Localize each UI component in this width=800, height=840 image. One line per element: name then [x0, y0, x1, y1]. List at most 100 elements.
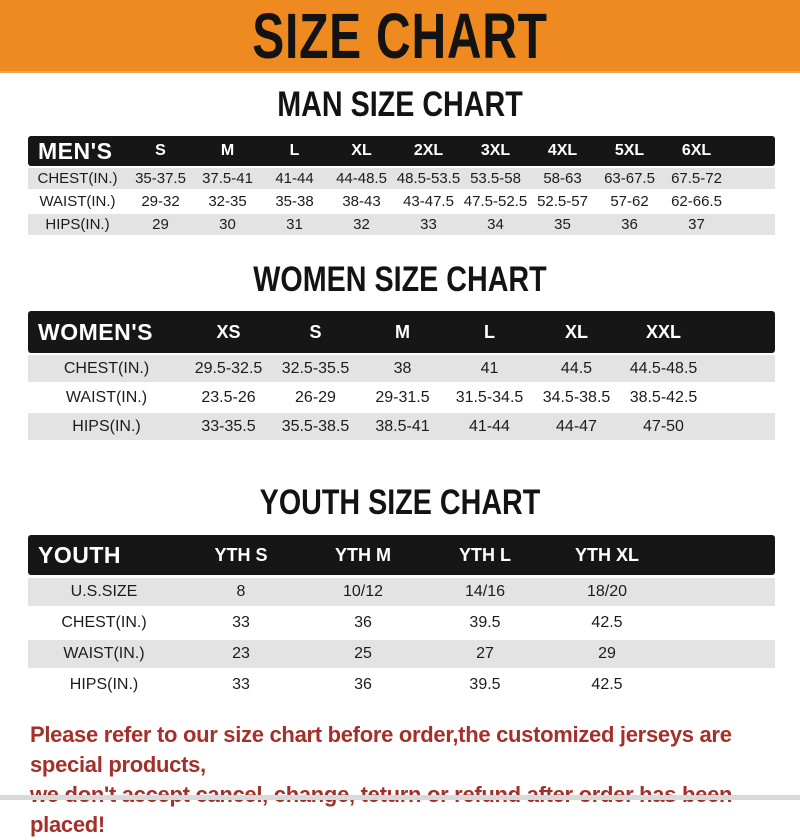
value-cell: 29	[546, 640, 668, 668]
women-heading: WOMEN SIZE CHART	[253, 260, 547, 299]
value-cell: 52.5-57	[529, 191, 596, 212]
row-filler	[668, 671, 775, 699]
value-cell: 33	[180, 671, 302, 699]
row-filler	[668, 578, 775, 606]
size-column-header: M	[194, 136, 261, 166]
value-cell: 67.5-72	[663, 168, 730, 189]
value-cell: 35-38	[261, 191, 328, 212]
value-cell: 25	[302, 640, 424, 668]
value-cell: 62-66.5	[663, 191, 730, 212]
row-filler	[668, 609, 775, 637]
value-cell: 39.5	[424, 671, 546, 699]
value-cell: 27	[424, 640, 546, 668]
row-label: WAIST(IN.)	[28, 384, 185, 411]
size-column-header: XS	[185, 311, 272, 353]
value-cell: 43-47.5	[395, 191, 462, 212]
value-cell: 29-32	[127, 191, 194, 212]
value-cell: 30	[194, 214, 261, 235]
table-row: WAIST(IN.) 23 25 27 29	[28, 640, 775, 668]
value-cell: 38	[359, 355, 446, 382]
value-cell: 23	[180, 640, 302, 668]
value-cell: 29.5-32.5	[185, 355, 272, 382]
size-column-header: 3XL	[462, 136, 529, 166]
value-cell: 44-48.5	[328, 168, 395, 189]
value-cell: 41	[446, 355, 533, 382]
size-column-header: YTH S	[180, 535, 302, 575]
women-corner-label: WOMEN'S	[28, 311, 185, 353]
youth-heading: YOUTH SIZE CHART	[259, 483, 541, 522]
value-cell: 58-63	[529, 168, 596, 189]
value-cell: 33	[395, 214, 462, 235]
value-cell: 37.5-41	[194, 168, 261, 189]
value-cell: 35-37.5	[127, 168, 194, 189]
value-cell: 32-35	[194, 191, 261, 212]
size-column-header: YTH XL	[546, 535, 668, 575]
footer-line-1: Please refer to our size chart before or…	[30, 722, 732, 777]
women-header-row: WOMEN'S XS S M L XL XXL	[28, 311, 775, 353]
value-cell: 47.5-52.5	[462, 191, 529, 212]
section-women: WOMEN SIZE CHART WOMEN'S XS S M L XL XXL CHEST(I…	[0, 260, 800, 442]
row-label: WAIST(IN.)	[28, 191, 127, 212]
value-cell: 32	[328, 214, 395, 235]
value-cell: 36	[596, 214, 663, 235]
value-cell: 35.5-38.5	[272, 413, 359, 440]
bottom-strip	[0, 795, 800, 800]
value-cell: 34.5-38.5	[533, 384, 620, 411]
size-column-header: 6XL	[663, 136, 730, 166]
value-cell: 63-67.5	[596, 168, 663, 189]
value-cell: 33-35.5	[185, 413, 272, 440]
value-cell: 37	[663, 214, 730, 235]
value-cell: 29	[127, 214, 194, 235]
footer-disclaimer: Please refer to our size chart before or…	[30, 720, 800, 840]
row-filler	[707, 413, 775, 440]
table-row: CHEST(IN.) 29.5-32.5 32.5-35.5 38 41 44.5 44.5…	[28, 355, 775, 382]
youth-corner-label: YOUTH	[28, 535, 180, 575]
value-cell: 18/20	[546, 578, 668, 606]
table-row: U.S.SIZE 8 10/12 14/16 18/20	[28, 578, 775, 606]
size-column-header: 5XL	[596, 136, 663, 166]
row-label: HIPS(IN.)	[28, 214, 127, 235]
value-cell: 44.5	[533, 355, 620, 382]
size-column-header: L	[261, 136, 328, 166]
row-label: HIPS(IN.)	[28, 413, 185, 440]
value-cell: 35	[529, 214, 596, 235]
banner-title: SIZE CHART	[252, 0, 548, 72]
size-column-header: 4XL	[529, 136, 596, 166]
row-label: U.S.SIZE	[28, 578, 180, 606]
value-cell: 34	[462, 214, 529, 235]
size-column-header: XXL	[620, 311, 707, 353]
row-filler	[730, 214, 775, 235]
value-cell: 29-31.5	[359, 384, 446, 411]
value-cell: 32.5-35.5	[272, 355, 359, 382]
value-cell: 23.5-26	[185, 384, 272, 411]
size-column-header: 2XL	[395, 136, 462, 166]
table-row: CHEST(IN.) 33 36 39.5 42.5	[28, 609, 775, 637]
table-row: HIPS(IN.) 29 30 31 32 33 34 35 36 37	[28, 214, 775, 235]
value-cell: 39.5	[424, 609, 546, 637]
header-filler	[668, 535, 775, 575]
section-men: MAN SIZE CHART MEN'S S M L XL 2XL 3XL 4XL 5XL 6XL C…	[0, 87, 800, 237]
row-label: CHEST(IN.)	[28, 168, 127, 189]
row-label: HIPS(IN.)	[28, 671, 180, 699]
men-header-row: MEN'S S M L XL 2XL 3XL 4XL 5XL 6XL	[28, 136, 775, 166]
value-cell: 10/12	[302, 578, 424, 606]
row-label: CHEST(IN.)	[28, 609, 180, 637]
size-column-header: M	[359, 311, 446, 353]
value-cell: 41-44	[446, 413, 533, 440]
row-filler	[668, 640, 775, 668]
value-cell: 14/16	[424, 578, 546, 606]
value-cell: 36	[302, 671, 424, 699]
value-cell: 31	[261, 214, 328, 235]
size-chart-banner: SIZE CHART	[0, 0, 800, 73]
value-cell: 8	[180, 578, 302, 606]
value-cell: 42.5	[546, 609, 668, 637]
value-cell: 26-29	[272, 384, 359, 411]
men-table: MEN'S S M L XL 2XL 3XL 4XL 5XL 6XL CHEST(IN.) 35-37…	[28, 134, 775, 237]
value-cell: 33	[180, 609, 302, 637]
value-cell: 38-43	[328, 191, 395, 212]
row-filler	[730, 191, 775, 212]
value-cell: 38.5-42.5	[620, 384, 707, 411]
value-cell: 42.5	[546, 671, 668, 699]
size-column-header: XL	[533, 311, 620, 353]
